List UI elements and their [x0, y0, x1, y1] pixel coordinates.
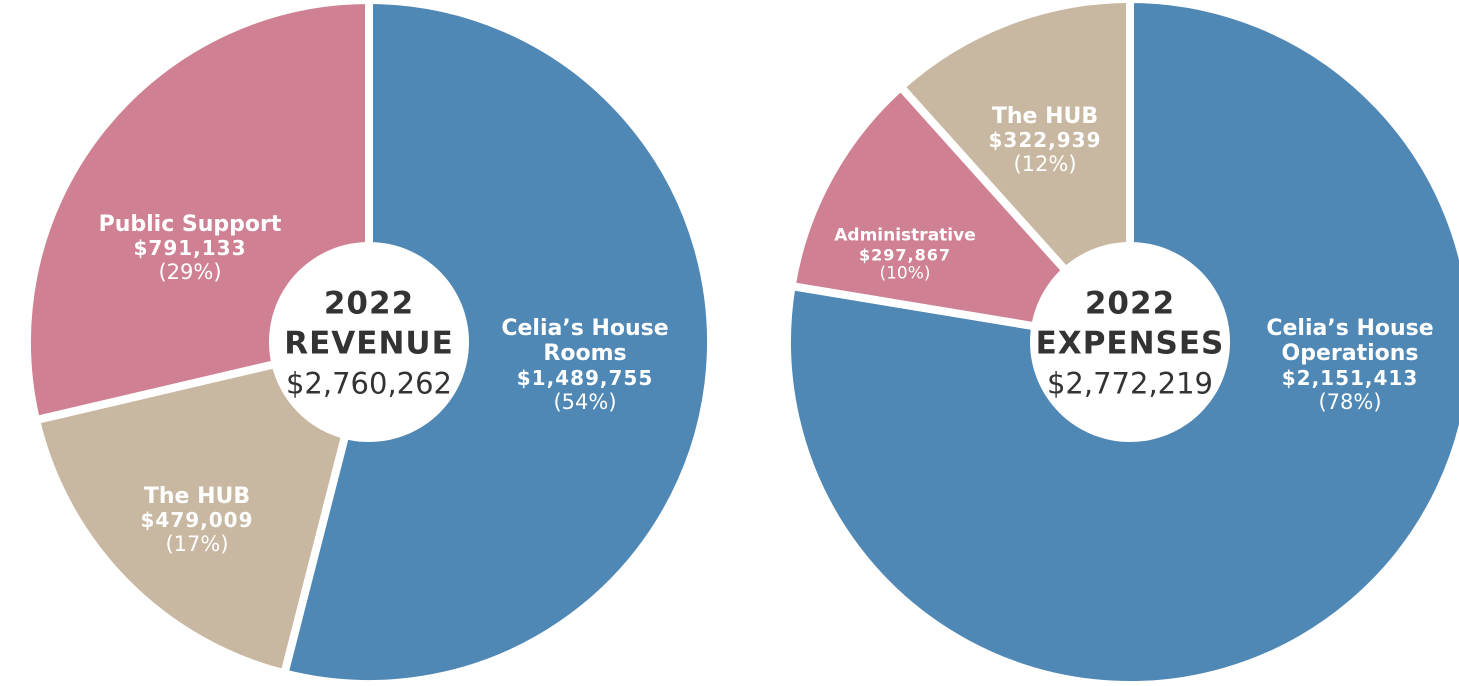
percent-label: (12%)	[1013, 152, 1077, 177]
slice-label: Public Support $791,133 (29%)	[70, 212, 310, 284]
category-label: Administrative	[834, 225, 976, 246]
value-label: $479,009	[140, 508, 254, 533]
total-label: $2,760,262	[285, 366, 453, 401]
category-label: Celia’s House Rooms	[501, 316, 669, 367]
value-label: $2,151,413	[1281, 365, 1419, 390]
center-label: 2022 REVENUE $2,760,262	[269, 284, 469, 401]
slice-label: Administrative $297,867 (10%)	[805, 226, 1005, 283]
value-label: $791,133	[133, 236, 247, 261]
percent-label: (29%)	[158, 260, 222, 285]
slice-label: The HUB $479,009 (17%)	[97, 484, 297, 556]
pie-slice	[31, 336, 375, 679]
value-label: $1,489,755	[516, 365, 654, 390]
pie-slice	[279, 0, 715, 686]
chart-title: 2022 EXPENSES	[1035, 285, 1225, 362]
slice-label: Celia’s House Rooms $1,489,755 (54%)	[480, 316, 690, 414]
total-label: $2,772,219	[1046, 366, 1214, 401]
category-label: Celia’s House Operations	[1266, 316, 1434, 367]
percent-label: (17%)	[165, 532, 229, 557]
center-label: 2022 EXPENSES $2,772,219	[1015, 284, 1245, 401]
value-label: $322,939	[988, 128, 1102, 153]
percent-label: (78%)	[1318, 389, 1382, 414]
category-label: The HUB	[143, 483, 251, 509]
donut-hole	[269, 242, 469, 442]
value-label: $297,867	[858, 244, 951, 264]
percent-label: (54%)	[553, 389, 617, 414]
category-label: Public Support	[98, 211, 282, 237]
slice-label: Celia’s House Operations $2,151,413 (78%)	[1245, 316, 1455, 414]
pie-slice	[895, 0, 1134, 353]
pie-slice	[786, 81, 1141, 348]
slice-label: The HUB $322,939 (12%)	[945, 104, 1145, 176]
category-label: The HUB	[991, 103, 1099, 129]
donut-hole	[1030, 242, 1230, 442]
chart-title: 2022 REVENUE	[284, 285, 454, 362]
percent-label: (10%)	[879, 263, 931, 284]
